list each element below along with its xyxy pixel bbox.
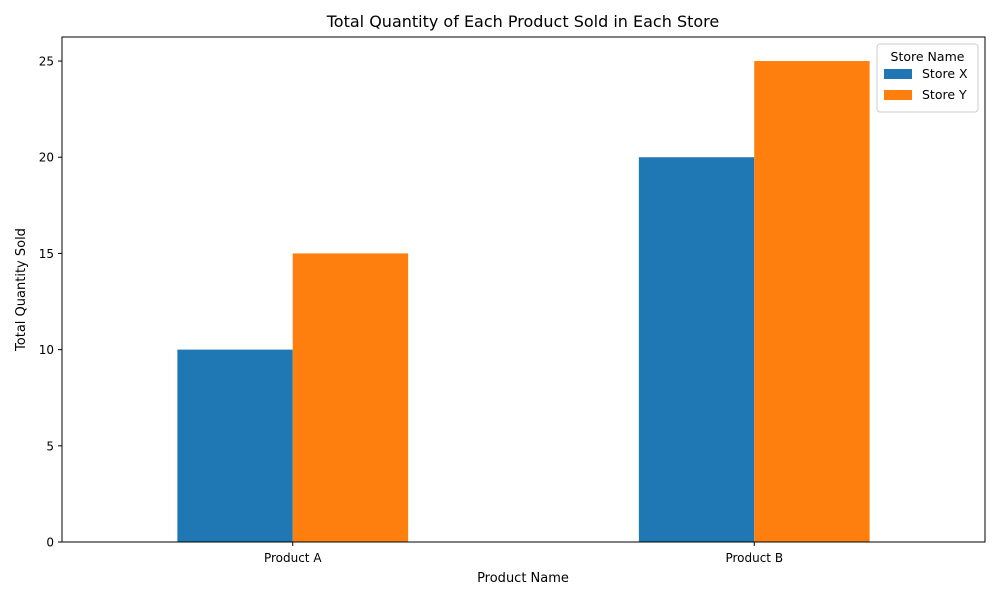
x-tick-label: Product A bbox=[264, 551, 322, 565]
legend-label: Store Y bbox=[922, 87, 967, 102]
legend-title: Store Name bbox=[891, 49, 965, 64]
y-tick-label: 15 bbox=[39, 247, 54, 261]
plot-frame bbox=[61, 36, 986, 543]
y-axis-label: Total Quantity Sold bbox=[14, 228, 29, 352]
legend-label: Store X bbox=[922, 66, 968, 81]
bar-store-x-product-b bbox=[638, 157, 755, 542]
bar-store-y-product-b bbox=[754, 61, 870, 543]
plot-area bbox=[61, 36, 986, 543]
legend-items: Store X Store Y bbox=[884, 66, 968, 102]
y-axis: 0 5 10 15 20 25 bbox=[39, 55, 62, 550]
y-tick-label: 10 bbox=[39, 343, 54, 357]
legend: Store Name Store X Store Y bbox=[876, 43, 979, 113]
legend-swatch bbox=[884, 69, 912, 79]
x-axis: Product A Product B bbox=[264, 542, 783, 565]
bars-group bbox=[177, 61, 870, 543]
bar-store-x-product-a bbox=[177, 349, 293, 542]
y-tick-label: 0 bbox=[46, 536, 54, 550]
x-tick-label: Product B bbox=[725, 551, 783, 565]
x-axis-label: Product Name bbox=[477, 571, 569, 586]
y-tick-label: 5 bbox=[46, 439, 54, 453]
y-tick-label: 25 bbox=[39, 55, 54, 69]
legend-swatch bbox=[884, 90, 912, 100]
y-tick-label: 20 bbox=[39, 151, 54, 165]
chart-title: Total Quantity of Each Product Sold in E… bbox=[326, 12, 720, 31]
bar-store-y-product-a bbox=[292, 253, 409, 542]
